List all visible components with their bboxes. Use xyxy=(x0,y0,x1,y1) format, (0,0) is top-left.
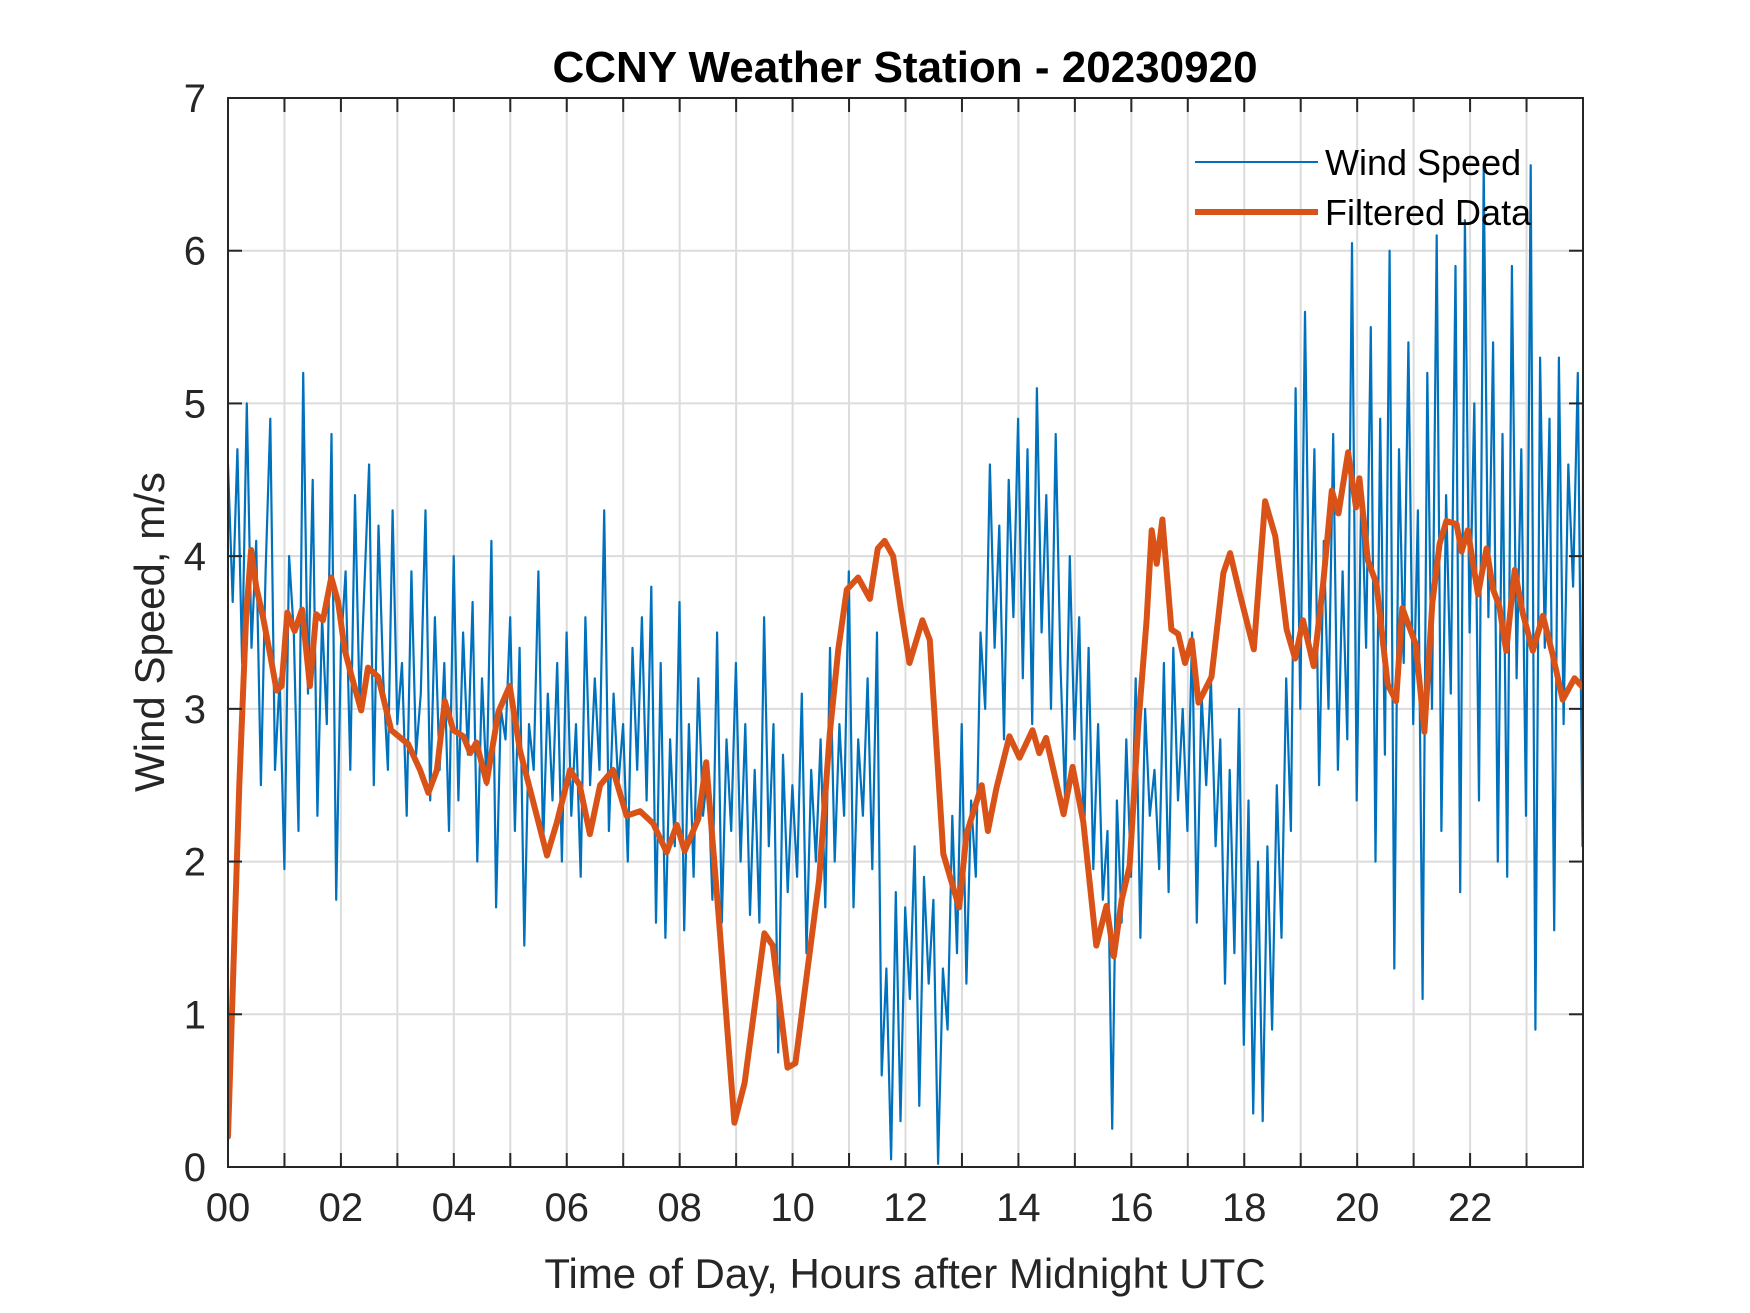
series-layer xyxy=(228,164,1583,1166)
legend-wind-speed-label: Wind Speed xyxy=(1325,142,1521,183)
x-tick-label: 22 xyxy=(1448,1186,1493,1230)
y-tick-label: 3 xyxy=(184,688,206,732)
x-tick-label: 18 xyxy=(1222,1186,1267,1230)
y-tick-label: 2 xyxy=(184,841,206,885)
x-tick-label: 00 xyxy=(206,1186,251,1230)
y-tick-label: 6 xyxy=(184,230,206,274)
x-tick-label: 06 xyxy=(545,1186,590,1230)
x-axis-label: Time of Day, Hours after Midnight UTC xyxy=(544,1250,1265,1297)
chart-title: CCNY Weather Station - 20230920 xyxy=(552,43,1257,92)
y-tick-label: 5 xyxy=(184,382,206,426)
ticks xyxy=(228,98,1583,1167)
x-tick-label: 10 xyxy=(770,1186,815,1230)
legend: Wind Speed Filtered Data xyxy=(1195,142,1532,233)
y-tick-label: 4 xyxy=(184,535,206,579)
filtered-data-line xyxy=(228,449,1583,1140)
x-tick-label: 04 xyxy=(432,1186,477,1230)
wind-speed-line xyxy=(228,164,1583,1166)
y-tick-label: 0 xyxy=(184,1146,206,1190)
x-tick-label: 16 xyxy=(1109,1186,1154,1230)
x-tick-label: 20 xyxy=(1335,1186,1380,1230)
x-tick-label: 02 xyxy=(319,1186,364,1230)
y-axis-label: Wind Speed, m/s xyxy=(126,472,173,792)
x-tick-label: 14 xyxy=(996,1186,1041,1230)
x-tick-label: 12 xyxy=(883,1186,928,1230)
x-tick-label: 08 xyxy=(657,1186,702,1230)
y-tick-label: 1 xyxy=(184,993,206,1037)
y-tick-label: 7 xyxy=(184,77,206,121)
legend-filtered-label: Filtered Data xyxy=(1325,192,1532,233)
axes-frame xyxy=(227,97,1584,1168)
